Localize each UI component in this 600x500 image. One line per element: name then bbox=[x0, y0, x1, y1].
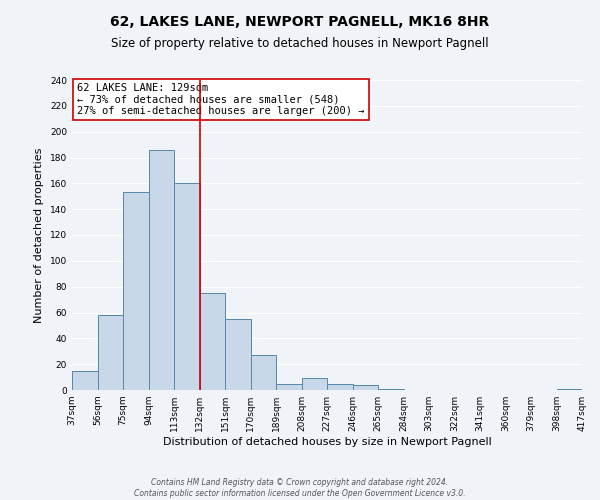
Text: 62 LAKES LANE: 129sqm
← 73% of detached houses are smaller (548)
27% of semi-det: 62 LAKES LANE: 129sqm ← 73% of detached … bbox=[77, 83, 365, 116]
Text: 62, LAKES LANE, NEWPORT PAGNELL, MK16 8HR: 62, LAKES LANE, NEWPORT PAGNELL, MK16 8H… bbox=[110, 15, 490, 29]
Bar bbox=[149, 150, 174, 390]
Bar bbox=[251, 355, 276, 390]
X-axis label: Distribution of detached houses by size in Newport Pagnell: Distribution of detached houses by size … bbox=[163, 437, 491, 447]
Bar bbox=[72, 370, 97, 390]
Bar bbox=[123, 192, 149, 390]
Text: Contains HM Land Registry data © Crown copyright and database right 2024.
Contai: Contains HM Land Registry data © Crown c… bbox=[134, 478, 466, 498]
Text: Size of property relative to detached houses in Newport Pagnell: Size of property relative to detached ho… bbox=[111, 36, 489, 50]
Bar bbox=[174, 184, 199, 390]
Bar bbox=[557, 388, 582, 390]
Bar bbox=[302, 378, 327, 390]
Bar bbox=[97, 315, 123, 390]
Bar bbox=[378, 388, 404, 390]
Y-axis label: Number of detached properties: Number of detached properties bbox=[34, 148, 44, 322]
Bar bbox=[353, 385, 378, 390]
Bar bbox=[199, 293, 225, 390]
Bar bbox=[225, 319, 251, 390]
Bar bbox=[327, 384, 353, 390]
Bar bbox=[276, 384, 302, 390]
